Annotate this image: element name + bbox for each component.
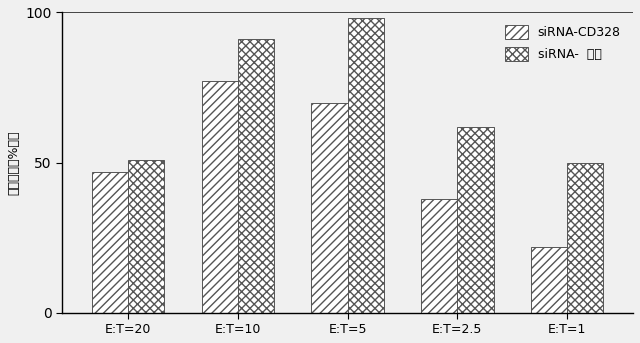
Legend: siRNA-CD328, siRNA-  対照: siRNA-CD328, siRNA- 対照 bbox=[499, 19, 627, 68]
Bar bbox=[531, 247, 567, 312]
Bar bbox=[202, 82, 238, 312]
Y-axis label: 特異的溶解%割合: 特異的溶解%割合 bbox=[7, 130, 20, 195]
Bar bbox=[128, 159, 164, 312]
Bar bbox=[312, 103, 348, 312]
Bar bbox=[458, 127, 493, 312]
Bar bbox=[238, 39, 274, 312]
Bar bbox=[421, 199, 458, 312]
Bar bbox=[348, 19, 384, 312]
Bar bbox=[567, 163, 604, 312]
Bar bbox=[92, 172, 128, 312]
